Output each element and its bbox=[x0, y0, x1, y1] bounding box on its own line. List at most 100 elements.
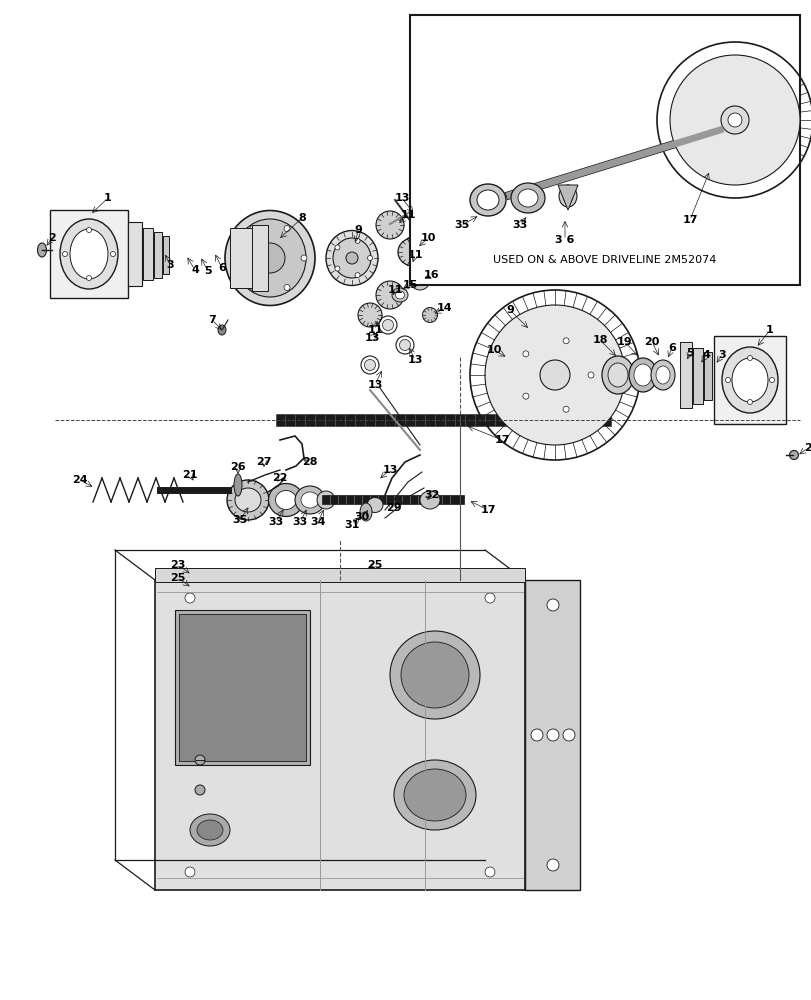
Text: 10: 10 bbox=[420, 233, 436, 243]
Ellipse shape bbox=[402, 236, 427, 260]
Ellipse shape bbox=[607, 363, 627, 387]
Text: 16: 16 bbox=[423, 270, 440, 280]
Ellipse shape bbox=[522, 351, 528, 357]
Text: 3 6: 3 6 bbox=[555, 235, 574, 245]
Text: 33: 33 bbox=[268, 517, 283, 527]
Bar bbox=[703, 352, 711, 400]
Ellipse shape bbox=[333, 238, 371, 278]
Bar bbox=[50, 210, 128, 298]
Text: 13: 13 bbox=[394, 193, 410, 203]
Text: 15: 15 bbox=[401, 280, 417, 290]
Ellipse shape bbox=[747, 399, 752, 404]
Text: 9: 9 bbox=[354, 225, 362, 235]
Bar bbox=[410, 15, 799, 285]
Ellipse shape bbox=[389, 631, 479, 719]
Bar bbox=[143, 228, 152, 280]
Ellipse shape bbox=[410, 274, 428, 290]
Ellipse shape bbox=[397, 238, 427, 266]
Ellipse shape bbox=[563, 406, 569, 412]
Text: 33: 33 bbox=[512, 220, 527, 230]
Bar bbox=[155, 568, 525, 582]
Text: 30: 30 bbox=[354, 512, 369, 522]
Ellipse shape bbox=[325, 231, 378, 286]
Ellipse shape bbox=[539, 360, 569, 390]
Text: 9: 9 bbox=[505, 305, 513, 315]
Ellipse shape bbox=[358, 303, 381, 327]
Ellipse shape bbox=[700, 118, 705, 123]
Ellipse shape bbox=[522, 393, 528, 399]
Text: 6: 6 bbox=[218, 263, 225, 273]
Ellipse shape bbox=[629, 358, 656, 392]
Ellipse shape bbox=[650, 360, 674, 390]
Ellipse shape bbox=[422, 308, 437, 322]
Ellipse shape bbox=[301, 492, 319, 508]
Ellipse shape bbox=[748, 145, 753, 150]
Ellipse shape bbox=[284, 226, 290, 232]
Ellipse shape bbox=[484, 305, 624, 445]
Ellipse shape bbox=[250, 226, 255, 232]
Text: 25: 25 bbox=[170, 573, 186, 583]
Ellipse shape bbox=[517, 189, 538, 207]
Ellipse shape bbox=[62, 251, 67, 256]
Ellipse shape bbox=[195, 755, 204, 765]
Ellipse shape bbox=[367, 255, 372, 260]
Ellipse shape bbox=[354, 273, 359, 278]
Ellipse shape bbox=[547, 859, 558, 871]
Text: 3: 3 bbox=[717, 350, 725, 360]
Text: 11: 11 bbox=[367, 325, 382, 335]
Text: 11: 11 bbox=[400, 210, 415, 220]
Text: 34: 34 bbox=[310, 517, 325, 527]
Bar bbox=[175, 610, 310, 765]
Text: 3: 3 bbox=[166, 260, 174, 270]
Ellipse shape bbox=[721, 347, 777, 413]
Text: 27: 27 bbox=[256, 457, 272, 467]
Ellipse shape bbox=[395, 291, 404, 299]
Ellipse shape bbox=[558, 185, 577, 207]
Text: USED ON & ABOVE DRIVELINE 2M52074: USED ON & ABOVE DRIVELINE 2M52074 bbox=[493, 255, 716, 265]
Text: 4: 4 bbox=[191, 265, 199, 275]
Ellipse shape bbox=[669, 55, 799, 185]
Bar bbox=[679, 342, 691, 408]
Text: 24: 24 bbox=[72, 475, 88, 485]
Text: 5: 5 bbox=[685, 348, 693, 358]
Ellipse shape bbox=[195, 785, 204, 795]
Text: 1: 1 bbox=[766, 325, 773, 335]
Ellipse shape bbox=[234, 474, 242, 496]
Ellipse shape bbox=[375, 211, 404, 239]
Ellipse shape bbox=[715, 145, 721, 150]
Text: 20: 20 bbox=[643, 337, 659, 347]
Ellipse shape bbox=[484, 593, 495, 603]
Text: 17: 17 bbox=[681, 215, 697, 225]
Text: 5: 5 bbox=[204, 266, 212, 276]
Text: 10: 10 bbox=[486, 345, 501, 355]
Ellipse shape bbox=[393, 760, 475, 830]
Bar bbox=[128, 222, 142, 286]
Ellipse shape bbox=[87, 275, 92, 280]
Ellipse shape bbox=[354, 238, 359, 243]
Ellipse shape bbox=[185, 867, 195, 877]
Ellipse shape bbox=[727, 113, 741, 127]
Ellipse shape bbox=[484, 867, 495, 877]
Bar bbox=[251, 225, 268, 291]
Ellipse shape bbox=[334, 245, 340, 250]
Ellipse shape bbox=[720, 106, 748, 134]
Ellipse shape bbox=[562, 729, 574, 741]
Ellipse shape bbox=[345, 252, 358, 264]
Text: 26: 26 bbox=[230, 462, 246, 472]
Text: 6: 6 bbox=[667, 343, 675, 353]
Ellipse shape bbox=[764, 118, 769, 123]
Text: 17: 17 bbox=[494, 435, 509, 445]
Text: 2: 2 bbox=[48, 233, 56, 243]
Ellipse shape bbox=[724, 377, 730, 382]
Text: 17: 17 bbox=[479, 505, 496, 515]
Ellipse shape bbox=[715, 90, 721, 95]
Ellipse shape bbox=[225, 211, 315, 306]
Ellipse shape bbox=[747, 356, 752, 360]
Text: 13: 13 bbox=[364, 333, 380, 343]
Text: 4: 4 bbox=[702, 350, 709, 360]
Bar bbox=[525, 580, 579, 890]
Ellipse shape bbox=[748, 90, 753, 95]
Text: 18: 18 bbox=[591, 335, 607, 345]
Bar bbox=[163, 236, 169, 274]
Text: 7: 7 bbox=[208, 315, 216, 325]
